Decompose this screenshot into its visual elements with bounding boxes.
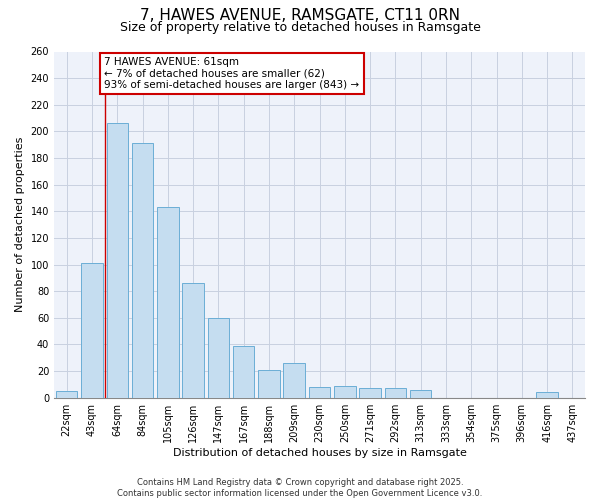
Bar <box>233 346 254 398</box>
Bar <box>334 386 356 398</box>
Bar <box>208 318 229 398</box>
Text: 7, HAWES AVENUE, RAMSGATE, CT11 0RN: 7, HAWES AVENUE, RAMSGATE, CT11 0RN <box>140 8 460 22</box>
Bar <box>81 263 103 398</box>
Bar <box>536 392 558 398</box>
Bar <box>309 387 330 398</box>
Bar <box>385 388 406 398</box>
Bar <box>359 388 381 398</box>
Bar <box>56 391 77 398</box>
Bar <box>132 144 153 398</box>
X-axis label: Distribution of detached houses by size in Ramsgate: Distribution of detached houses by size … <box>173 448 466 458</box>
Text: Size of property relative to detached houses in Ramsgate: Size of property relative to detached ho… <box>119 21 481 34</box>
Bar <box>410 390 431 398</box>
Text: 7 HAWES AVENUE: 61sqm
← 7% of detached houses are smaller (62)
93% of semi-detac: 7 HAWES AVENUE: 61sqm ← 7% of detached h… <box>104 56 359 90</box>
Bar <box>107 124 128 398</box>
Bar <box>258 370 280 398</box>
Bar <box>283 363 305 398</box>
Bar <box>182 283 204 398</box>
Text: Contains HM Land Registry data © Crown copyright and database right 2025.
Contai: Contains HM Land Registry data © Crown c… <box>118 478 482 498</box>
Bar <box>157 208 179 398</box>
Y-axis label: Number of detached properties: Number of detached properties <box>15 137 25 312</box>
